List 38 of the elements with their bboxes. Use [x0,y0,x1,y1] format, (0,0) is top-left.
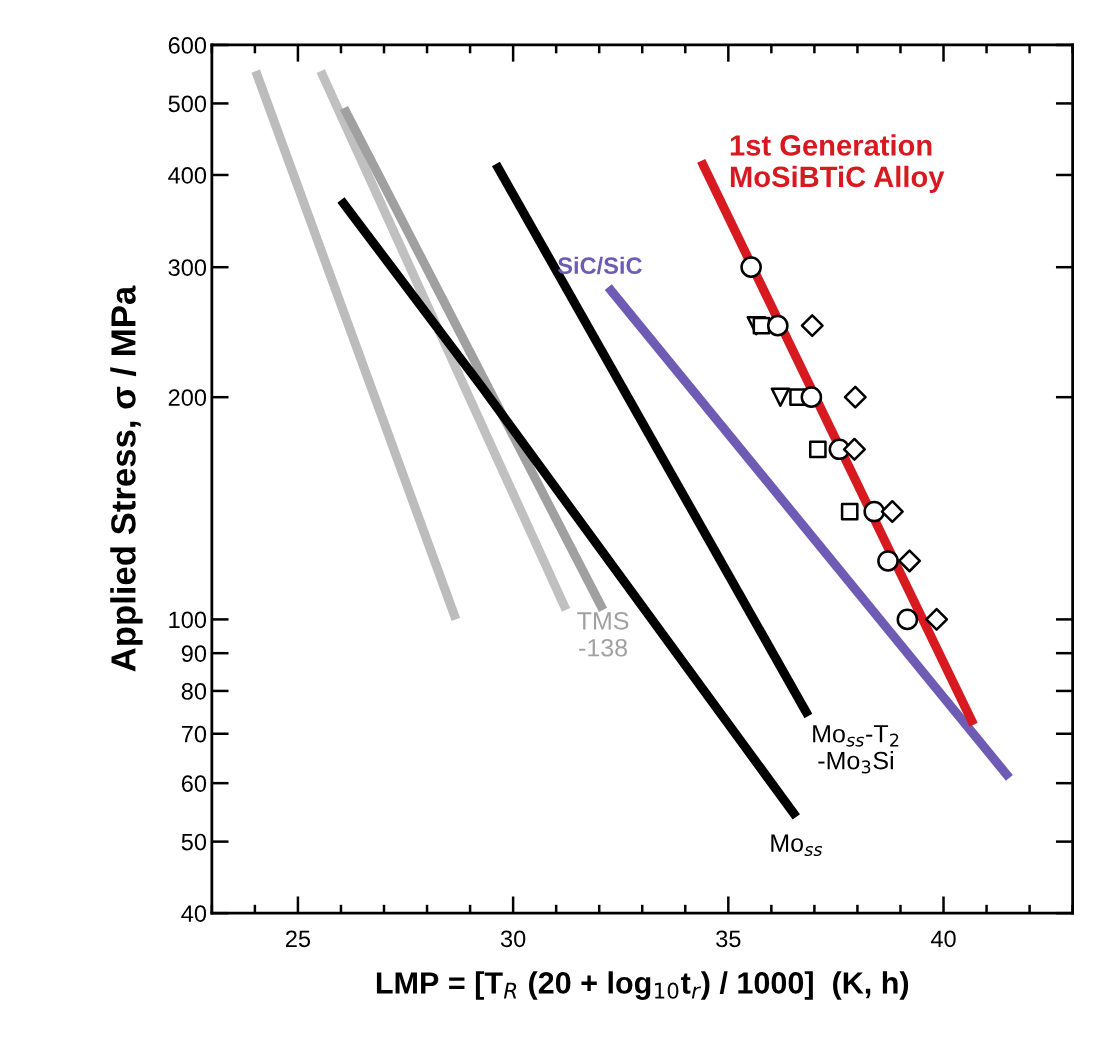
y-tick-label: 70 [181,725,207,743]
point [925,607,949,631]
x-tick-label: 40 [930,930,956,948]
series-label: TMS -138 [577,611,629,657]
point [897,549,922,573]
point [770,387,791,407]
y-axis-title: Applied Stress, σ / MPa [110,285,143,672]
point [840,502,859,521]
series-label: SiC/SiC [557,256,642,275]
y-tick-label: 100 [169,611,207,629]
y-tick-label: 600 [168,37,207,54]
y-tick-label: 90 [181,645,207,662]
point [896,608,919,631]
y-tick-label: 400 [168,167,207,184]
y-tick-label: 300 [168,259,207,276]
point [863,500,886,523]
point [766,314,789,337]
y-tick-label: 40 [181,905,207,922]
y-tick-label: 60 [181,775,207,792]
y-tick-label: 200 [168,389,207,406]
point [842,437,866,461]
point [843,385,867,409]
x-tick-label: 35 [716,930,741,948]
y-tick-label: 80 [181,683,207,700]
point [877,550,899,572]
x-axis-title: LMP = [T$_{R}$ (20 + log$_{10}$t$_{r}$) / 1000] (K, h) [376,971,909,1000]
text: Mo$_{ss}$-T$_{2}$ -Mo$_{3}$Si [813,725,899,774]
y-tick-label: 50 [181,833,207,851]
point [800,314,824,338]
point [740,256,762,279]
point [800,386,823,409]
x-tick-label: 25 [285,930,311,948]
series-label: 1st Generation MoSiBTiC Alloy [730,134,945,193]
point [808,440,827,459]
series-label: Mo$_{ss}$ [771,834,823,857]
point [880,499,904,524]
x-tick-label: 30 [500,930,526,948]
y-tick-label: 500 [168,95,207,113]
